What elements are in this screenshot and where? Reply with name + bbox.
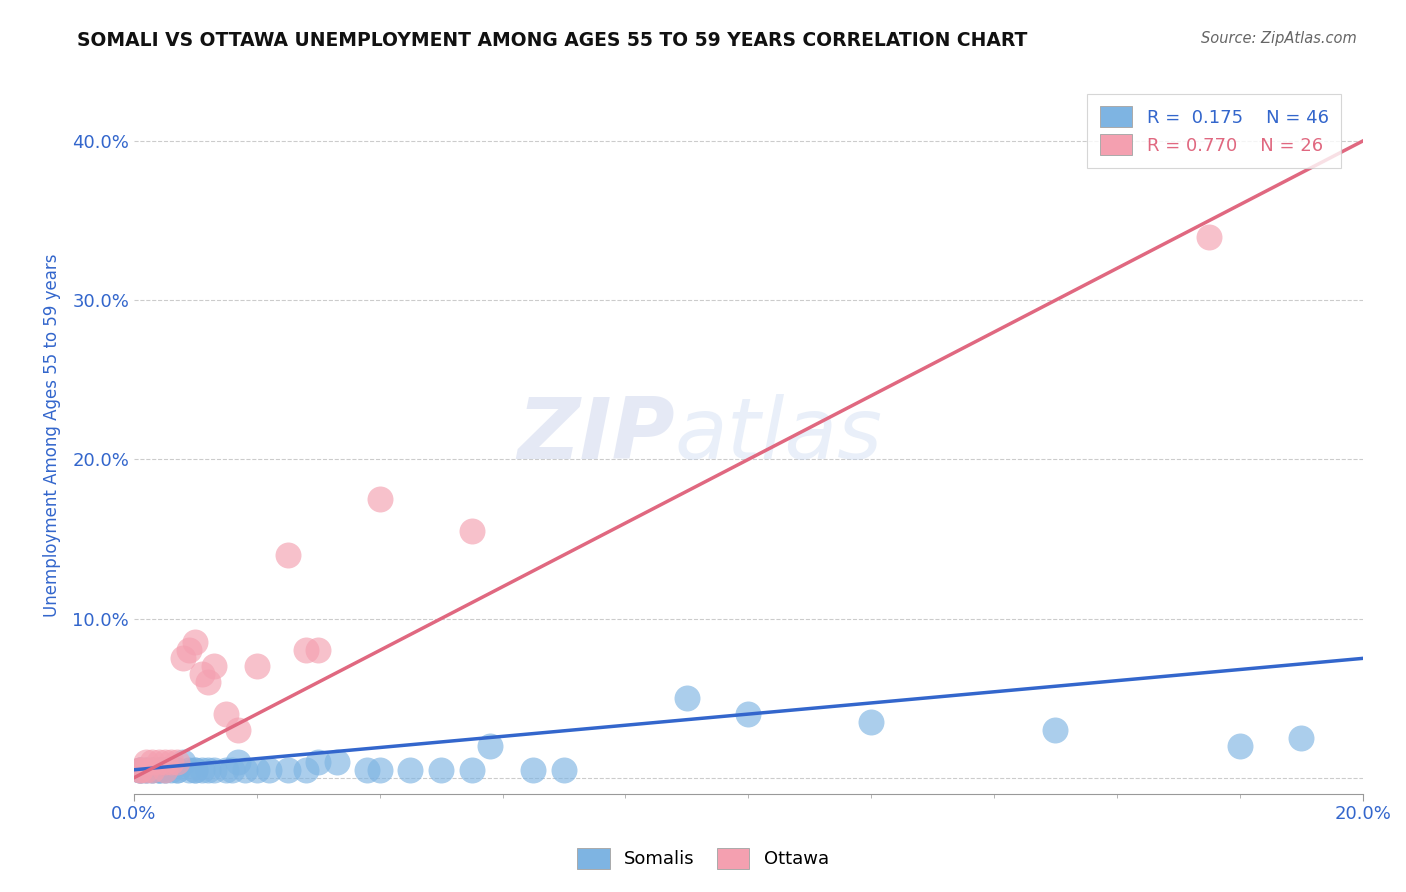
Point — [148, 763, 170, 777]
Point — [202, 659, 225, 673]
Point — [197, 763, 219, 777]
Point — [153, 755, 176, 769]
Point — [522, 763, 544, 777]
Point — [172, 651, 194, 665]
Point — [233, 763, 256, 777]
Point — [129, 763, 152, 777]
Point — [246, 659, 269, 673]
Text: Source: ZipAtlas.com: Source: ZipAtlas.com — [1201, 31, 1357, 46]
Point — [135, 763, 157, 777]
Point — [1229, 739, 1251, 753]
Legend: Somalis, Ottawa: Somalis, Ottawa — [569, 840, 837, 876]
Point — [215, 707, 238, 722]
Point — [295, 763, 318, 777]
Point — [1198, 229, 1220, 244]
Point — [159, 755, 181, 769]
Point — [190, 763, 212, 777]
Point — [141, 763, 163, 777]
Point — [676, 691, 699, 706]
Point — [430, 763, 453, 777]
Point — [221, 763, 243, 777]
Text: ZIP: ZIP — [517, 394, 675, 477]
Point — [368, 763, 391, 777]
Point — [129, 763, 152, 777]
Point — [246, 763, 269, 777]
Point — [295, 643, 318, 657]
Point — [135, 763, 157, 777]
Point — [215, 763, 238, 777]
Point — [257, 763, 280, 777]
Point — [307, 643, 329, 657]
Point — [159, 763, 181, 777]
Point — [153, 763, 176, 777]
Point — [135, 755, 157, 769]
Point — [1045, 723, 1067, 737]
Point — [129, 763, 152, 777]
Point — [153, 763, 176, 777]
Point — [141, 763, 163, 777]
Point — [461, 524, 484, 538]
Point — [277, 548, 299, 562]
Point — [228, 723, 250, 737]
Point — [190, 667, 212, 681]
Point — [135, 763, 157, 777]
Point — [148, 763, 170, 777]
Point — [860, 714, 883, 729]
Point — [1289, 731, 1312, 745]
Point — [166, 763, 188, 777]
Point — [179, 763, 201, 777]
Point — [129, 763, 152, 777]
Point — [153, 763, 176, 777]
Point — [737, 707, 759, 722]
Point — [202, 763, 225, 777]
Text: atlas: atlas — [675, 394, 883, 477]
Point — [179, 643, 201, 657]
Point — [325, 755, 347, 769]
Point — [553, 763, 575, 777]
Point — [166, 763, 188, 777]
Point — [356, 763, 378, 777]
Point — [197, 675, 219, 690]
Point — [184, 763, 207, 777]
Point — [479, 739, 502, 753]
Y-axis label: Unemployment Among Ages 55 to 59 years: Unemployment Among Ages 55 to 59 years — [44, 254, 60, 617]
Point — [228, 755, 250, 769]
Point — [166, 755, 188, 769]
Point — [148, 755, 170, 769]
Point — [148, 763, 170, 777]
Point — [461, 763, 484, 777]
Point — [399, 763, 422, 777]
Point — [129, 763, 152, 777]
Point — [141, 755, 163, 769]
Text: SOMALI VS OTTAWA UNEMPLOYMENT AMONG AGES 55 TO 59 YEARS CORRELATION CHART: SOMALI VS OTTAWA UNEMPLOYMENT AMONG AGES… — [77, 31, 1028, 50]
Point — [184, 635, 207, 649]
Point — [141, 763, 163, 777]
Point — [368, 492, 391, 507]
Point — [307, 755, 329, 769]
Legend: R =  0.175    N = 46, R = 0.770    N = 26: R = 0.175 N = 46, R = 0.770 N = 26 — [1087, 94, 1341, 168]
Point — [172, 755, 194, 769]
Point — [184, 763, 207, 777]
Point — [277, 763, 299, 777]
